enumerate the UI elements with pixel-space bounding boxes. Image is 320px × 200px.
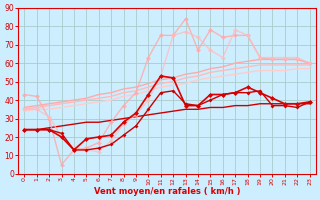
X-axis label: Vent moyen/en rafales ( km/h ): Vent moyen/en rafales ( km/h ) xyxy=(94,187,240,196)
